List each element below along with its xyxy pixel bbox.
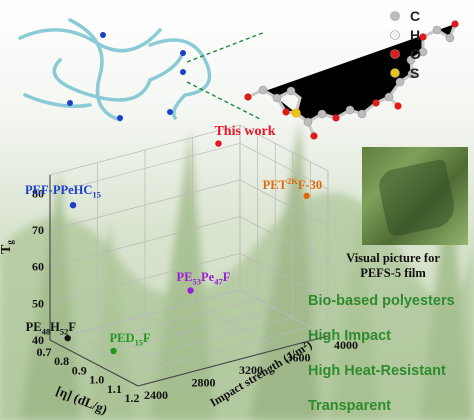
atom-dot-c (390, 11, 400, 21)
point-label: PE53Pe47F (176, 270, 231, 287)
z-axis-title: Tg (0, 240, 15, 254)
x-tick-label: 0.7 (37, 345, 52, 359)
photo-caption-line-2: PEFS-5 film (360, 266, 426, 280)
z-gridline (49, 289, 329, 341)
y-gridline (239, 125, 329, 337)
atom-dot-h (390, 30, 400, 40)
z-tick-label: 50 (32, 296, 44, 310)
point-label: PED15F (109, 331, 151, 348)
feature-transparent: Transparent (308, 398, 391, 414)
point-label: PET2KF-30 (262, 175, 323, 192)
y-gridline (97, 162, 186, 374)
y-gridline (144, 150, 234, 362)
z-tick-label: 60 (32, 260, 44, 274)
x-tick-label: 0.9 (72, 363, 87, 377)
x-axis-title: [η] (dL/g) (54, 383, 110, 417)
z-gridline (49, 216, 329, 268)
z-tick-label: 40 (32, 333, 44, 347)
atom-label-c: C (410, 8, 420, 24)
point-label: PE48H52F (25, 320, 77, 337)
y-tick-label: 3600 (287, 351, 311, 365)
y-tick-label: 2800 (192, 376, 216, 390)
x-axis-line (49, 339, 139, 387)
molecule-illustration (244, 20, 459, 140)
atom-dot-s (390, 68, 400, 78)
y-axis-line (137, 335, 329, 387)
point-label: This work (214, 123, 276, 139)
feature-high-impact: High Impact (308, 328, 391, 344)
chain-nodes (67, 32, 186, 121)
data-point (110, 347, 117, 355)
z-tick-label: 70 (32, 223, 44, 237)
data-point (69, 201, 77, 209)
x-tick-label: 1.2 (125, 391, 140, 405)
data-point (303, 192, 310, 200)
data-point (187, 287, 194, 294)
x-gridline (85, 143, 276, 359)
y-tick-label: 2400 (144, 388, 168, 402)
pefs-film-photo (362, 147, 468, 245)
y-tick-label: 3200 (239, 363, 263, 377)
x-gridline (67, 134, 258, 350)
x-tick-label: 1.1 (107, 382, 122, 396)
atom-dot-o (390, 49, 400, 59)
x-tick-label: 0.8 (54, 354, 69, 368)
z-tick-label: 80 (32, 186, 44, 200)
data-points (64, 140, 310, 355)
feature-heat-resistant: High Heat-Resistant (308, 363, 446, 379)
photo-caption-line-1: Visual picture for (346, 251, 440, 265)
atom-label-h: H (410, 27, 420, 43)
data-point (64, 334, 71, 342)
atom-label-s: S (410, 65, 419, 81)
polymer-chain-illustration (18, 18, 212, 122)
data-point (215, 140, 222, 147)
y-gridline (192, 137, 281, 349)
atom-label-o: O (410, 46, 421, 62)
plot-box (49, 124, 329, 387)
y-axis-title: Impact strength (J/m2) (207, 338, 314, 410)
zoom-guide-lines (186, 31, 266, 121)
y-tick-label: 4000 (334, 338, 358, 352)
point-label: PEF-PPeHC15 (25, 183, 101, 200)
feature-bio-based: Bio-based polyesters (308, 293, 455, 309)
x-tick-label: 1.0 (89, 373, 104, 387)
axis-ticks: 40 50 60 70 80 0.70.80.91.01.11.2 2400 2800 3200… (32, 186, 358, 405)
